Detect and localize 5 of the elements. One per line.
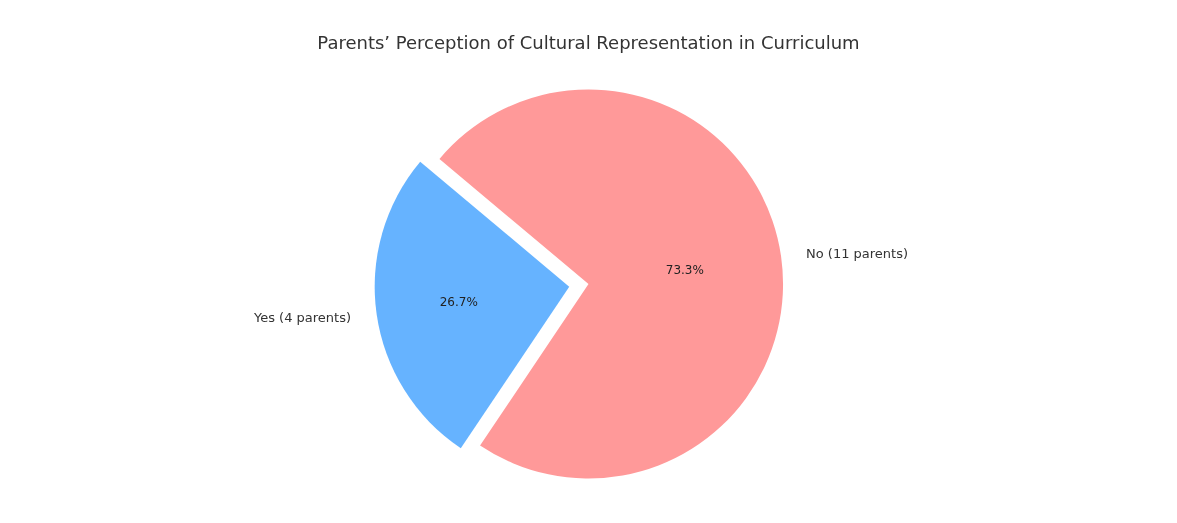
- slice-label: Yes (4 parents): [253, 310, 352, 325]
- data-label: 73.3%: [665, 263, 704, 278]
- chart-title: Parents’ Perception of Cultural Representation in Curriculum: [317, 32, 860, 54]
- data-label: 26.7%: [439, 295, 478, 310]
- slice-label: No (11 parents): [806, 246, 909, 261]
